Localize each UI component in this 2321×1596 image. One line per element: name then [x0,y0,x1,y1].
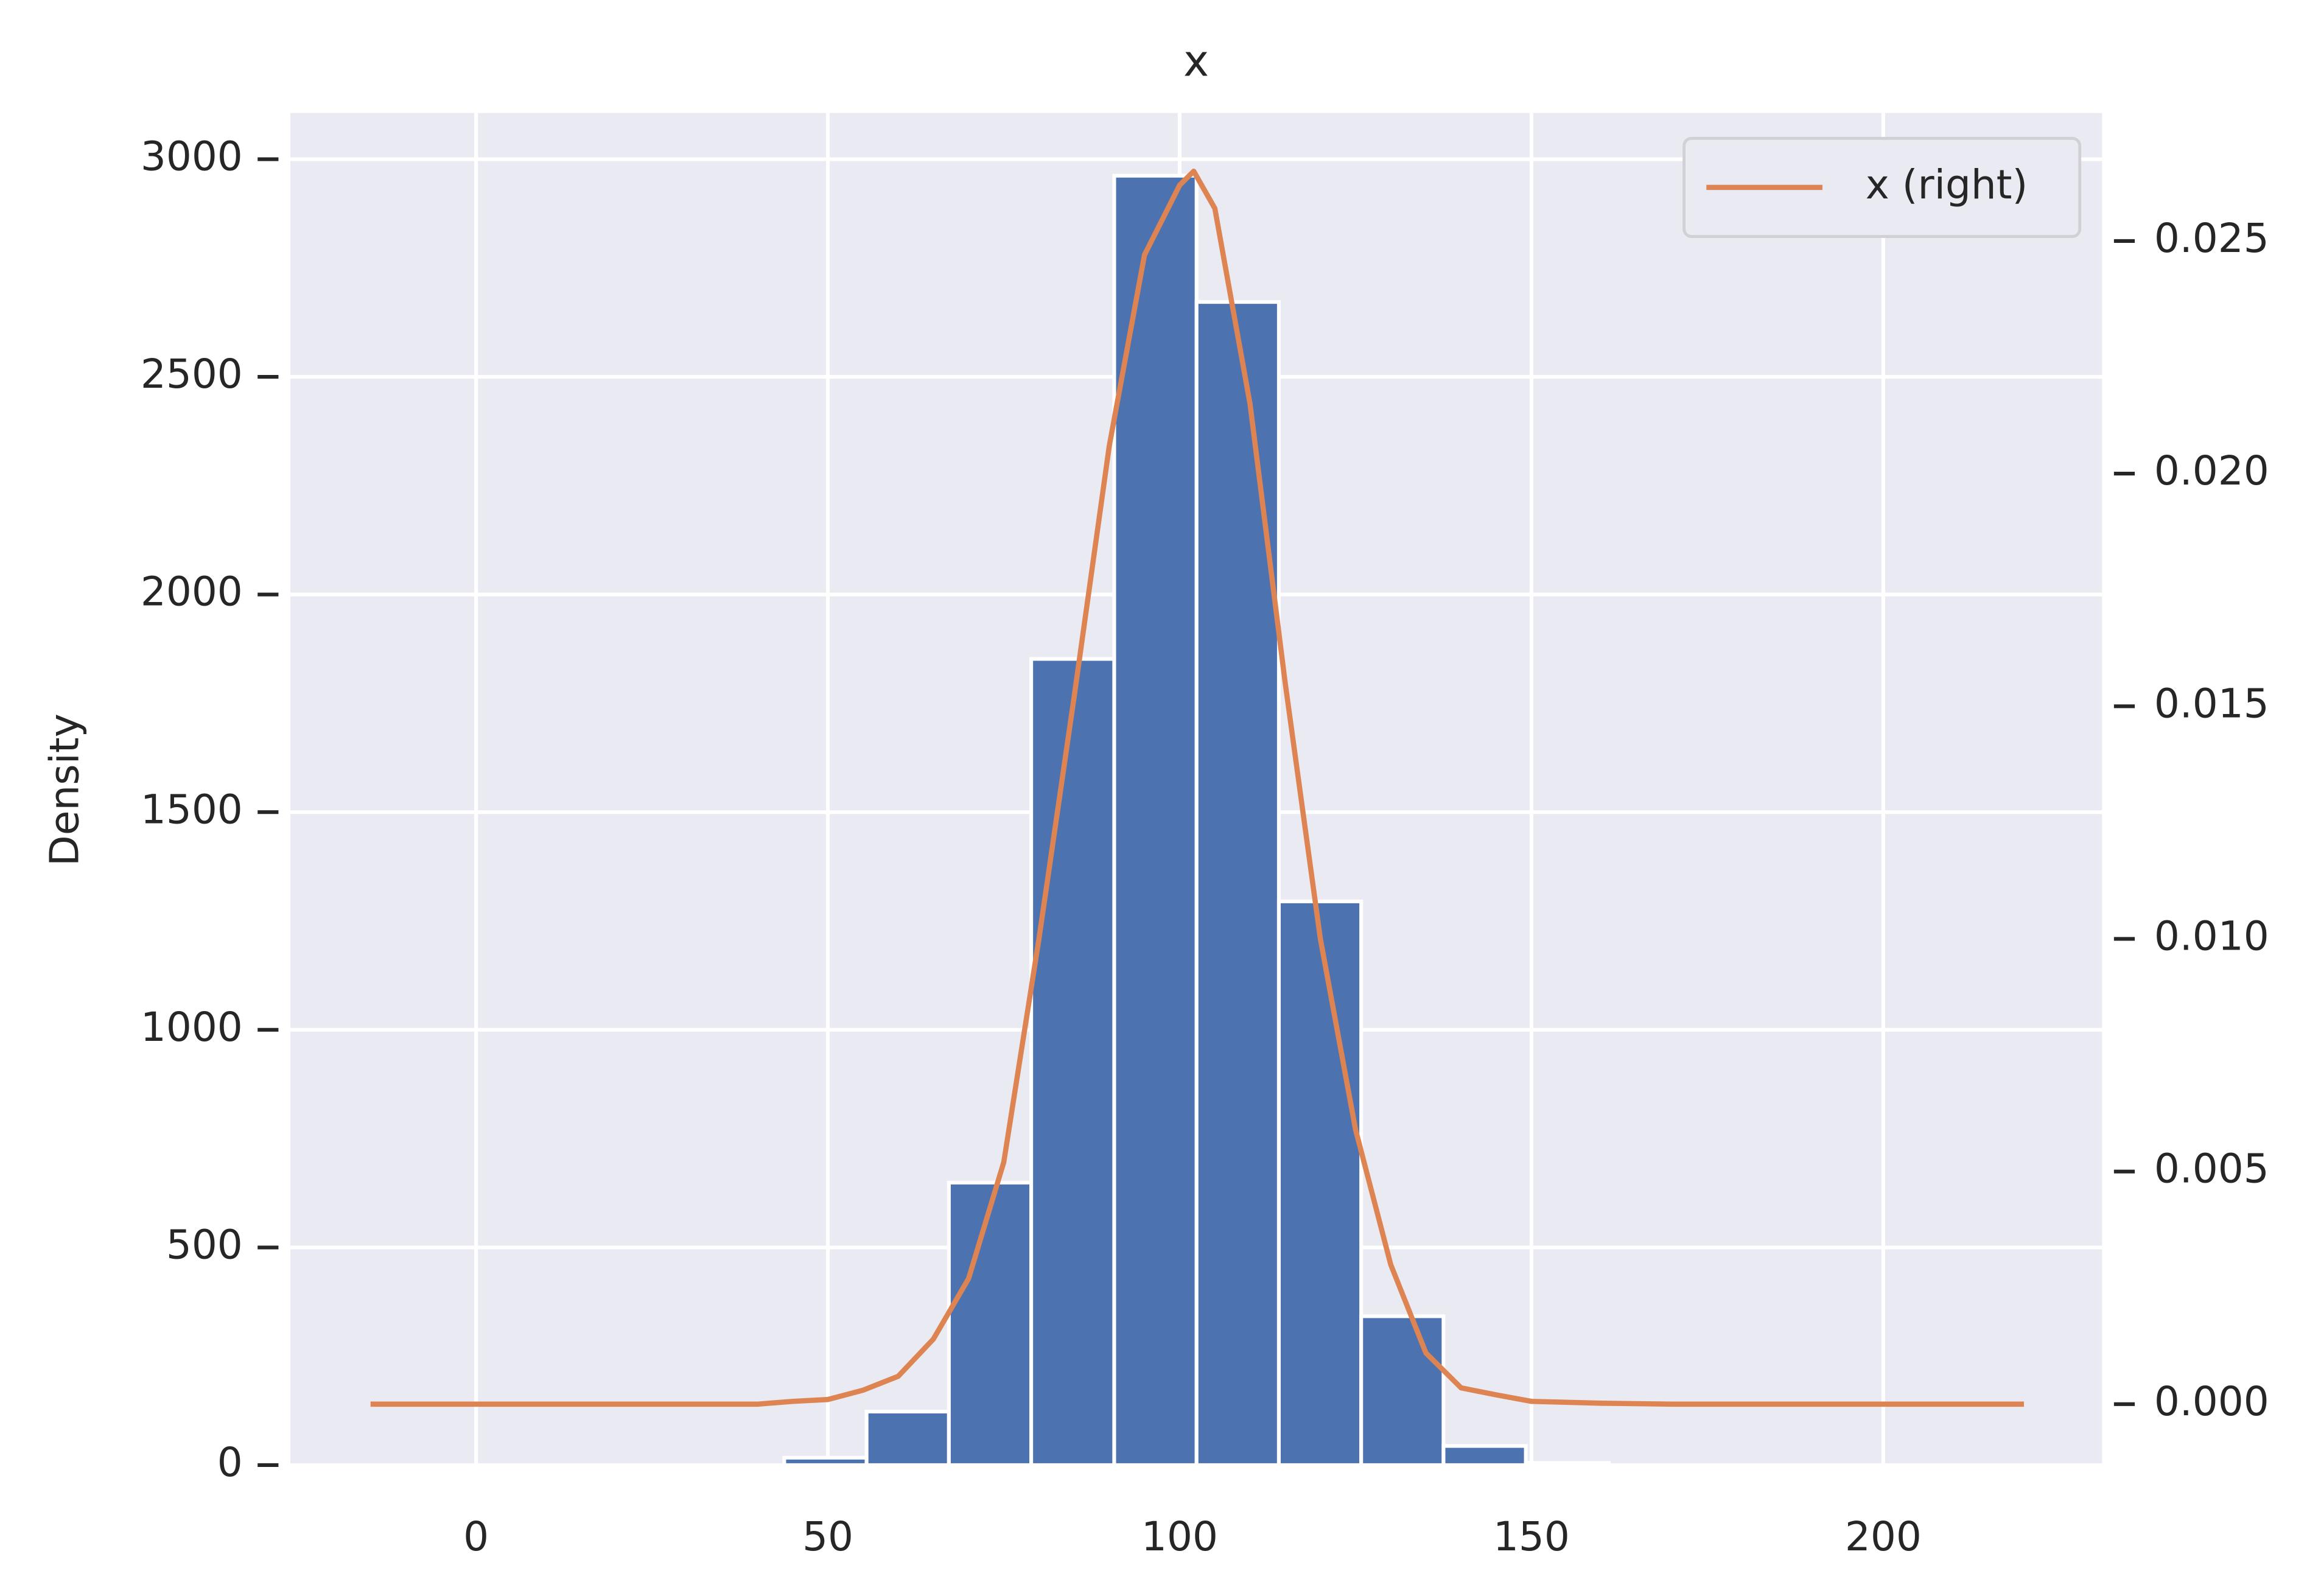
bar [1194,300,1281,1468]
x-tick-label: 50 [802,1513,853,1560]
bar [947,1180,1034,1468]
x-tick-label: 100 [1141,1513,1218,1560]
bar [1524,1461,1611,1468]
bar [782,1455,869,1468]
legend-label: x (right) [1866,161,2028,208]
y-tick-label: 3000 [141,133,243,180]
y-axis-label: Density [41,713,88,866]
y-tick-label: 500 [166,1221,243,1268]
y2-tick-label: 0.015 [2154,680,2269,727]
bar [1276,899,1364,1468]
chart-title: x [1183,36,1209,86]
y2-tick-label: 0.020 [2154,447,2269,494]
x-tick-label: 0 [463,1513,489,1560]
y2-tick-label: 0.000 [2154,1378,2269,1425]
y-tick-label: 2500 [141,351,243,397]
bar [1359,1314,1446,1468]
y2-tick-label: 0.010 [2154,913,2269,960]
y2-tick-label: 0.025 [2154,215,2269,262]
bar [1441,1444,1528,1468]
y-tick-label: 0 [217,1439,243,1486]
y2-tick-label: 0.005 [2154,1146,2269,1192]
x-tick-label: 200 [1845,1513,1922,1560]
y-tick-label: 1500 [141,786,243,833]
legend-box [1682,136,2082,238]
y-tick-label: 1000 [141,1004,243,1051]
bar [1029,657,1116,1468]
line [370,168,2025,1407]
legend: x (right) [1682,136,2082,238]
x-tick-label: 150 [1493,1513,1570,1560]
bar [1112,173,1199,1468]
y-tick-label: 2000 [141,569,243,615]
bar [864,1409,951,1468]
